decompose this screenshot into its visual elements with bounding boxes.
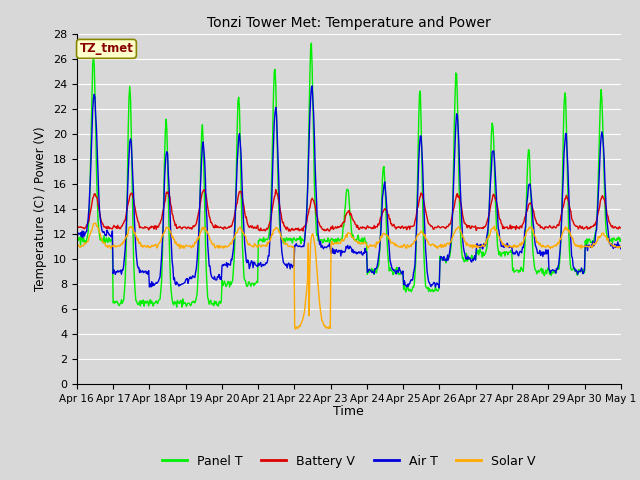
Solar V — [92, 220, 100, 226]
Solar V — [140, 244, 147, 250]
Panel T — [307, 40, 315, 46]
Air T — [194, 244, 202, 250]
Panel T — [223, 281, 231, 287]
Battery V — [139, 225, 147, 231]
Panel T — [139, 299, 147, 304]
Text: TZ_tmet: TZ_tmet — [79, 42, 133, 55]
Battery V — [223, 226, 230, 231]
Legend: Panel T, Battery V, Air T, Solar V: Panel T, Battery V, Air T, Solar V — [157, 450, 541, 473]
Panel T — [433, 288, 440, 293]
Line: Battery V: Battery V — [77, 190, 621, 231]
Panel T — [173, 304, 180, 310]
Air T — [83, 228, 90, 234]
Line: Panel T: Panel T — [77, 43, 621, 307]
Solar V — [83, 240, 90, 245]
Battery V — [433, 225, 440, 230]
Y-axis label: Temperature (C) / Power (V): Temperature (C) / Power (V) — [35, 127, 47, 291]
Air T — [308, 83, 316, 89]
Air T — [139, 268, 147, 274]
X-axis label: Time: Time — [333, 405, 364, 418]
Battery V — [73, 224, 81, 229]
Panel T — [617, 236, 625, 242]
Solar V — [417, 229, 424, 235]
Solar V — [433, 245, 440, 251]
Solar V — [73, 241, 81, 247]
Air T — [431, 284, 439, 290]
Air T — [223, 260, 230, 265]
Battery V — [272, 187, 280, 192]
Line: Air T: Air T — [77, 86, 621, 288]
Solar V — [223, 244, 231, 250]
Solar V — [617, 244, 625, 250]
Battery V — [194, 214, 202, 219]
Panel T — [83, 237, 90, 242]
Air T — [416, 142, 424, 148]
Air T — [73, 230, 81, 236]
Battery V — [617, 225, 625, 231]
Panel T — [73, 234, 81, 240]
Line: Solar V: Solar V — [77, 223, 621, 329]
Battery V — [286, 228, 294, 234]
Battery V — [417, 193, 424, 199]
Panel T — [195, 259, 202, 264]
Air T — [617, 246, 625, 252]
Panel T — [417, 88, 424, 94]
Solar V — [292, 326, 300, 332]
Title: Tonzi Tower Met: Temperature and Power: Tonzi Tower Met: Temperature and Power — [207, 16, 491, 30]
Air T — [435, 285, 443, 291]
Battery V — [83, 222, 90, 228]
Solar V — [195, 234, 202, 240]
